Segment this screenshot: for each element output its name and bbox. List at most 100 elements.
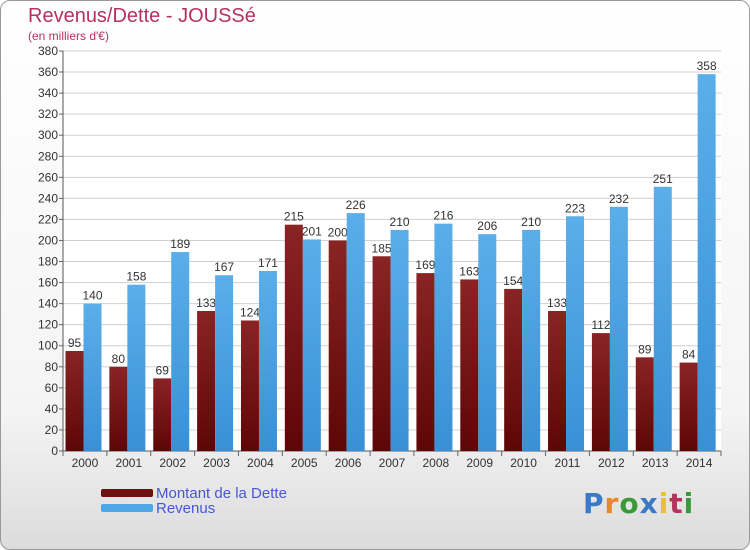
bar-revenus [522,229,541,451]
bar-revenus [83,303,102,451]
y-tick-label: 20 [45,423,59,437]
bar-revenus [258,271,277,451]
data-label-dette: 112 [591,318,610,332]
x-tick-label: 2013 [642,456,669,470]
proxiti-logo: Proxiti [583,487,694,520]
data-label-dette: 163 [459,264,479,278]
data-label-dette: 84 [682,348,696,362]
bar-revenus [434,223,453,451]
bar-revenus [478,234,497,451]
logo-letter: t [669,487,684,520]
legend-label-revenus: Revenus [156,500,216,517]
data-label-revenus: 189 [170,237,190,251]
x-tick-label: 2009 [466,456,493,470]
bar-dette [284,224,303,451]
logo-letter: x [639,487,659,520]
y-tick-label: 240 [38,191,58,205]
x-tick-label: 2000 [72,456,99,470]
data-label-dette: 89 [638,342,652,356]
y-tick-label: 200 [38,233,58,247]
y-tick-label: 0 [51,444,58,458]
bar-revenus [653,186,672,451]
x-tick-label: 2005 [291,456,318,470]
data-label-dette: 69 [156,363,170,377]
y-tick-label: 280 [38,149,58,163]
data-label-dette: 80 [112,352,126,366]
data-label-revenus: 210 [521,215,541,229]
x-tick-label: 2006 [335,456,362,470]
x-tick-label: 2004 [247,456,274,470]
logo-letter: r [604,487,620,520]
x-tick-label: 2012 [598,456,625,470]
y-tick-label: 40 [45,402,59,416]
data-label-revenus: 158 [126,270,146,284]
y-tick-label: 220 [38,212,58,226]
chart-title: Revenus/Dette - JOUSSé [28,5,256,27]
x-tick-label: 2014 [686,456,713,470]
bar-revenus [302,239,321,451]
y-tick-label: 100 [38,339,58,353]
x-tick-label: 2003 [203,456,230,470]
data-label-dette: 124 [240,305,260,319]
x-tick-label: 2002 [159,456,186,470]
bar-dette [372,256,391,451]
data-label-revenus: 216 [433,209,453,223]
data-label-revenus: 251 [653,172,673,186]
x-tick-label: 2001 [115,456,142,470]
legend-label-dette: Montant de la Dette [156,485,287,502]
bar-dette [197,311,216,451]
bar-dette [153,378,172,451]
bar-dette [635,357,654,451]
data-label-revenus: 232 [609,192,629,206]
data-label-dette: 133 [547,296,567,310]
data-label-revenus: 210 [390,215,410,229]
bar-dette [679,362,698,451]
y-tick-label: 140 [38,297,58,311]
data-label-dette: 169 [415,258,435,272]
x-tick-label: 2007 [379,456,406,470]
y-tick-label: 60 [45,381,59,395]
data-label-dette: 215 [284,210,304,224]
data-label-revenus: 226 [346,198,366,212]
data-label-revenus: 140 [82,289,102,303]
legend-swatch-revenus [101,504,153,512]
bar-dette [240,320,259,451]
bar-revenus [215,275,234,451]
bar-revenus [171,252,190,451]
bar-dette [328,240,347,451]
bar-revenus [390,229,409,451]
logo-letter: i [683,487,695,520]
x-tick-label: 2011 [555,456,581,470]
y-tick-label: 360 [38,65,58,79]
data-label-revenus: 167 [214,260,234,274]
bar-dette [65,351,84,451]
logo-letter: o [619,487,640,520]
data-label-revenus: 206 [477,219,497,233]
bar-revenus [346,213,365,451]
y-tick-label: 180 [38,255,58,269]
bar-revenus [697,74,716,451]
bar-dette [416,273,435,451]
y-tick-label: 80 [45,360,59,374]
bar-revenus [127,284,146,451]
bar-dette [548,311,567,451]
bar-revenus [609,206,628,451]
y-tick-label: 320 [38,107,58,121]
data-label-dette: 154 [503,274,523,288]
x-tick-label: 2010 [510,456,537,470]
data-label-dette: 95 [68,336,82,350]
bar-revenus [566,216,585,451]
bar-dette [460,279,479,451]
data-label-revenus: 171 [258,256,278,270]
data-label-dette: 200 [328,225,348,239]
data-label-revenus: 201 [302,224,322,238]
legend-swatch-dette [101,489,153,497]
y-tick-label: 120 [38,318,58,332]
data-label-revenus: 223 [565,201,585,215]
data-label-dette: 133 [196,296,216,310]
bar-dette [591,333,610,451]
logo-letter: P [583,487,605,520]
x-tick-label: 2008 [423,456,450,470]
bar-dette [109,366,128,451]
